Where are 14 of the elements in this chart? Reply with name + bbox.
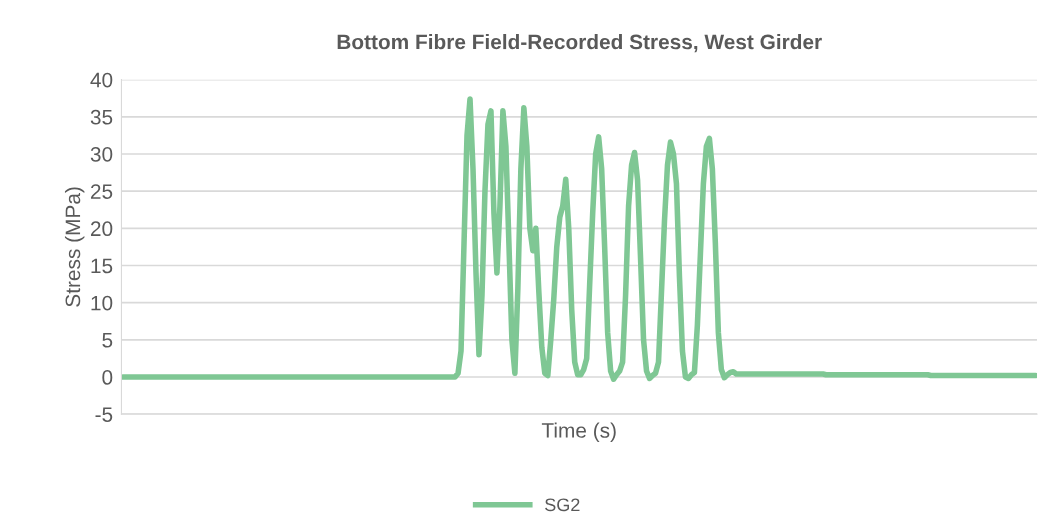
- y-tick-label: 30: [90, 146, 113, 162]
- y-tick-label: 0: [102, 370, 113, 385]
- y-tick-label: 25: [90, 184, 113, 199]
- y-tick-label: 5: [102, 333, 113, 348]
- y-tick-label: 15: [91, 258, 113, 274]
- x-axis-title: Time (s): [541, 422, 616, 442]
- chart-title: Bottom Fibre Field-Recorded Stress, West Girder: [337, 34, 822, 53]
- y-tick-label: -5: [95, 407, 113, 422]
- y-tick-label: 20: [90, 221, 113, 237]
- y-tick-label: 35: [90, 109, 113, 125]
- y-axis-title: Stress (MPa): [64, 187, 85, 307]
- y-tick-label: 10: [91, 295, 113, 311]
- legend-label: SG2: [545, 498, 580, 512]
- y-tick-label: 40: [90, 72, 113, 88]
